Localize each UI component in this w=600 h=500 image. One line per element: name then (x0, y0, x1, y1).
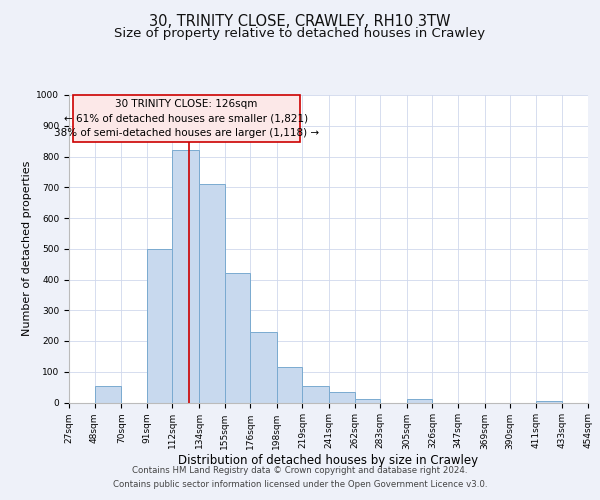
Bar (277, 367, 302, 402)
Bar (355, 400, 380, 402)
Text: Contains public sector information licensed under the Open Government Licence v3: Contains public sector information licen… (113, 480, 487, 489)
Text: 30 TRINITY CLOSE: 126sqm
← 61% of detached houses are smaller (1,821)
38% of sem: 30 TRINITY CLOSE: 126sqm ← 61% of detach… (54, 99, 319, 138)
Bar (95, 386, 121, 402)
Bar (224, 274, 250, 402)
Bar (302, 386, 329, 402)
Bar (250, 332, 277, 402)
FancyBboxPatch shape (73, 95, 300, 142)
Text: Size of property relative to detached houses in Crawley: Size of property relative to detached ho… (115, 28, 485, 40)
X-axis label: Distribution of detached houses by size in Crawley: Distribution of detached houses by size … (178, 454, 479, 467)
Y-axis label: Number of detached properties: Number of detached properties (22, 161, 32, 336)
Bar (536, 401, 562, 402)
Bar (329, 392, 355, 402)
Bar (147, 248, 172, 402)
Text: Contains HM Land Registry data © Crown copyright and database right 2024.: Contains HM Land Registry data © Crown c… (132, 466, 468, 475)
Bar (172, 150, 199, 402)
Bar (199, 184, 224, 402)
Text: 30, TRINITY CLOSE, CRAWLEY, RH10 3TW: 30, TRINITY CLOSE, CRAWLEY, RH10 3TW (149, 14, 451, 29)
Bar (407, 400, 433, 402)
